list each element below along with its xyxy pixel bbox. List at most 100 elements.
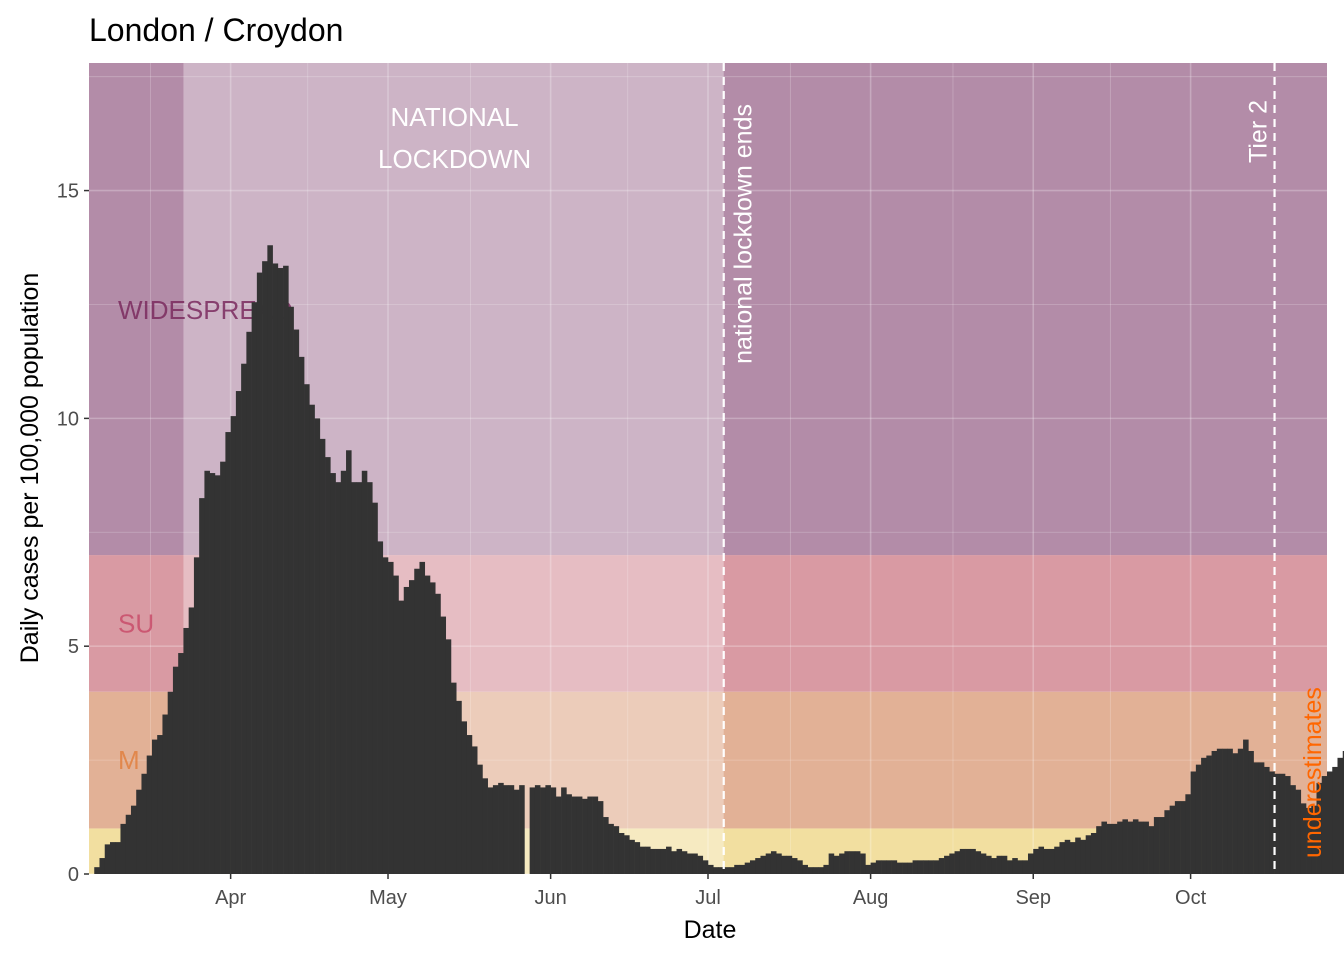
bar xyxy=(188,607,195,874)
bar xyxy=(94,867,100,874)
bar xyxy=(781,855,787,874)
bar xyxy=(881,860,887,874)
bar xyxy=(744,862,751,874)
bar xyxy=(917,860,924,874)
bar xyxy=(104,844,111,874)
x-tick-label: Apr xyxy=(215,887,246,909)
bar xyxy=(728,867,735,874)
bar xyxy=(608,823,614,874)
bar xyxy=(1059,842,1066,874)
bar xyxy=(120,823,127,874)
bar xyxy=(603,817,609,874)
bar xyxy=(1253,762,1260,874)
bar xyxy=(151,739,158,874)
underestimates-label: underestimates xyxy=(1299,687,1327,858)
bar xyxy=(1001,855,1008,874)
bar xyxy=(1190,771,1197,874)
bar xyxy=(319,438,326,874)
bar xyxy=(1337,757,1344,874)
bar xyxy=(1211,750,1218,874)
bar xyxy=(199,498,205,874)
bar xyxy=(734,864,740,874)
bar xyxy=(1248,750,1254,874)
bar xyxy=(508,785,515,874)
bar xyxy=(1075,837,1081,874)
bar xyxy=(849,851,856,874)
bar xyxy=(1274,773,1281,874)
bar xyxy=(875,860,882,874)
bar xyxy=(1117,821,1123,874)
bar xyxy=(833,855,840,874)
bar xyxy=(146,755,153,874)
bar xyxy=(1143,821,1149,874)
bar xyxy=(802,864,808,874)
bar xyxy=(854,851,861,874)
bar xyxy=(529,787,536,874)
bar xyxy=(1279,773,1286,874)
bar xyxy=(692,853,698,874)
x-tick-label: Sep xyxy=(1015,887,1051,909)
chart-title: London / Croydon xyxy=(89,12,343,48)
bar xyxy=(860,853,866,874)
bar xyxy=(986,855,992,874)
bar xyxy=(393,575,399,874)
bar xyxy=(896,862,903,874)
bar xyxy=(823,864,829,874)
bar xyxy=(1164,810,1170,874)
bar xyxy=(912,860,919,874)
bar xyxy=(1080,839,1086,874)
bar xyxy=(277,268,284,874)
bar xyxy=(645,846,651,874)
bar xyxy=(1027,853,1034,874)
bar xyxy=(298,356,305,874)
bar xyxy=(807,867,814,874)
bar xyxy=(1237,748,1244,874)
y-tick-label: 10 xyxy=(57,408,79,430)
bar xyxy=(660,848,667,874)
bar xyxy=(340,470,347,874)
bar xyxy=(482,778,488,874)
bar xyxy=(109,842,116,874)
bar xyxy=(1111,823,1118,874)
x-tick-label: Aug xyxy=(853,887,889,909)
lockdown-label-line: LOCKDOWN xyxy=(378,144,531,174)
bar xyxy=(471,746,478,874)
bar xyxy=(907,862,913,874)
bar xyxy=(167,691,174,874)
bar xyxy=(576,796,583,874)
bar xyxy=(954,851,961,874)
bar xyxy=(1332,766,1338,874)
bar xyxy=(723,867,730,874)
bar xyxy=(991,858,997,874)
bar xyxy=(435,593,441,874)
bar xyxy=(193,557,200,874)
bar xyxy=(797,860,803,874)
bar xyxy=(1012,858,1018,874)
bar xyxy=(414,568,420,874)
bar xyxy=(367,482,373,874)
bar xyxy=(346,450,352,874)
bar xyxy=(534,785,541,874)
bar xyxy=(382,557,389,874)
bar xyxy=(949,853,955,874)
bar xyxy=(1321,776,1328,874)
bar xyxy=(267,245,273,874)
bar xyxy=(566,794,572,874)
bar xyxy=(1064,839,1071,874)
bar xyxy=(288,306,294,874)
axes: 0 5 10 15 Apr May Jun Jul Aug Sep Oct xyxy=(57,181,1207,909)
bar xyxy=(419,561,426,874)
bar xyxy=(687,853,693,874)
bar xyxy=(403,586,410,874)
bar xyxy=(776,853,782,874)
bar xyxy=(1148,826,1155,874)
bar xyxy=(1169,805,1176,874)
bar xyxy=(702,860,709,874)
bar xyxy=(361,470,368,874)
bar xyxy=(429,582,436,874)
bar xyxy=(440,616,447,874)
bar xyxy=(304,384,310,874)
bar xyxy=(246,331,252,874)
bar xyxy=(555,796,562,874)
